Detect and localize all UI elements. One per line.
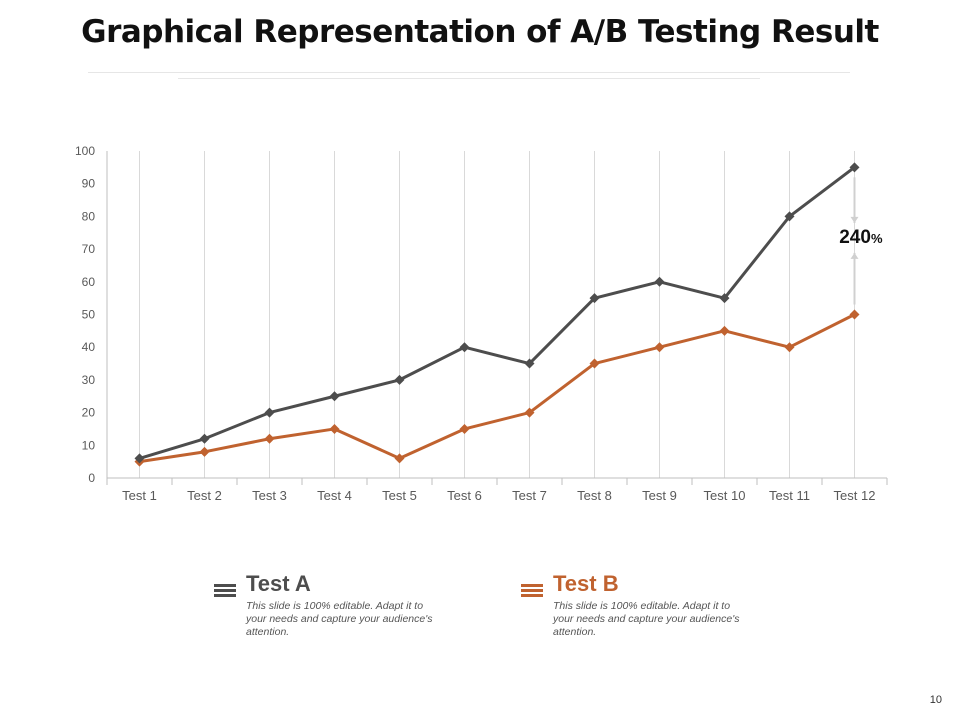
- arrow-up-icon: [850, 252, 859, 259]
- diff-annotation: 240%: [839, 227, 883, 248]
- data-point-test-a: [589, 293, 600, 304]
- legend-description: This slide is 100% editable. Adapt it to…: [553, 600, 740, 638]
- legend-test-b: Test B This slide is 100% editable. Adap…: [521, 571, 753, 639]
- data-point-test-b: [849, 309, 860, 320]
- data-point-test-a: [459, 342, 470, 353]
- y-tick-label: 100: [75, 144, 95, 158]
- data-point-test-b: [654, 342, 665, 353]
- page-number: 10: [929, 694, 942, 706]
- legend-description: This slide is 100% editable. Adapt it to…: [246, 600, 433, 638]
- data-point-test-b: [329, 423, 340, 434]
- y-tick-label: 60: [82, 275, 96, 289]
- data-point-test-b: [589, 358, 600, 369]
- data-point-test-a: [134, 453, 145, 464]
- x-tick-label: Test 1: [122, 488, 157, 503]
- x-tick-label: Test 3: [252, 488, 287, 503]
- y-tick-label: 40: [82, 340, 96, 354]
- arrow-down-icon: [850, 216, 859, 223]
- data-point-test-a: [394, 374, 405, 385]
- data-point-test-b: [459, 423, 470, 434]
- data-point-test-a: [199, 433, 210, 444]
- data-point-test-b: [199, 446, 210, 457]
- legend-title: Test B: [553, 571, 619, 596]
- data-point-test-a: [784, 211, 795, 222]
- x-tick-label: Test 11: [769, 488, 810, 503]
- title-divider: [88, 72, 850, 73]
- x-tick-label: Test 4: [317, 488, 352, 503]
- x-tick-label: Test 10: [704, 488, 746, 503]
- data-point-test-a: [654, 276, 665, 287]
- x-tick-label: Test 12: [834, 488, 876, 503]
- x-tick-label: Test 7: [512, 488, 547, 503]
- data-point-test-a: [329, 391, 340, 402]
- bars-icon: [214, 584, 236, 598]
- legend-title: Test A: [246, 571, 311, 596]
- line-chart: 0 10 20 30 40 50 60 70 80 90 100 Test 1 Test 2 Test 3…: [75, 144, 888, 503]
- slide-title: Graphical Representation of A/B Testing …: [81, 14, 879, 50]
- x-tick-label: Test 9: [642, 488, 677, 503]
- x-tick-label: Test 2: [187, 488, 222, 503]
- data-point-test-b: [719, 325, 730, 336]
- title-divider-secondary: [178, 78, 760, 79]
- data-point-test-b: [524, 407, 535, 418]
- data-point-test-a: [849, 162, 860, 173]
- data-point-test-a: [719, 293, 730, 304]
- bars-icon: [521, 584, 543, 598]
- x-tick-label: Test 5: [382, 488, 417, 503]
- y-tick-label: 30: [82, 373, 96, 387]
- data-point-test-b: [264, 433, 275, 444]
- data-point-test-b: [784, 342, 795, 353]
- y-tick-label: 20: [82, 406, 96, 420]
- data-point-test-a: [264, 407, 275, 418]
- y-tick-label: 90: [82, 177, 96, 191]
- y-tick-label: 70: [82, 242, 96, 256]
- y-tick-label: 0: [88, 471, 95, 485]
- data-point-test-a: [524, 358, 535, 369]
- x-tick-label: Test 8: [577, 488, 612, 503]
- y-tick-label: 10: [82, 438, 96, 452]
- y-tick-label: 50: [82, 308, 96, 322]
- series-line-test-a: [139, 166, 856, 460]
- series-line-test-b: [139, 313, 856, 464]
- y-tick-label: 80: [82, 209, 96, 223]
- data-point-test-b: [394, 453, 405, 464]
- x-tick-label: Test 6: [447, 488, 482, 503]
- legend-test-a: Test A This slide is 100% editable. Adap…: [214, 571, 446, 639]
